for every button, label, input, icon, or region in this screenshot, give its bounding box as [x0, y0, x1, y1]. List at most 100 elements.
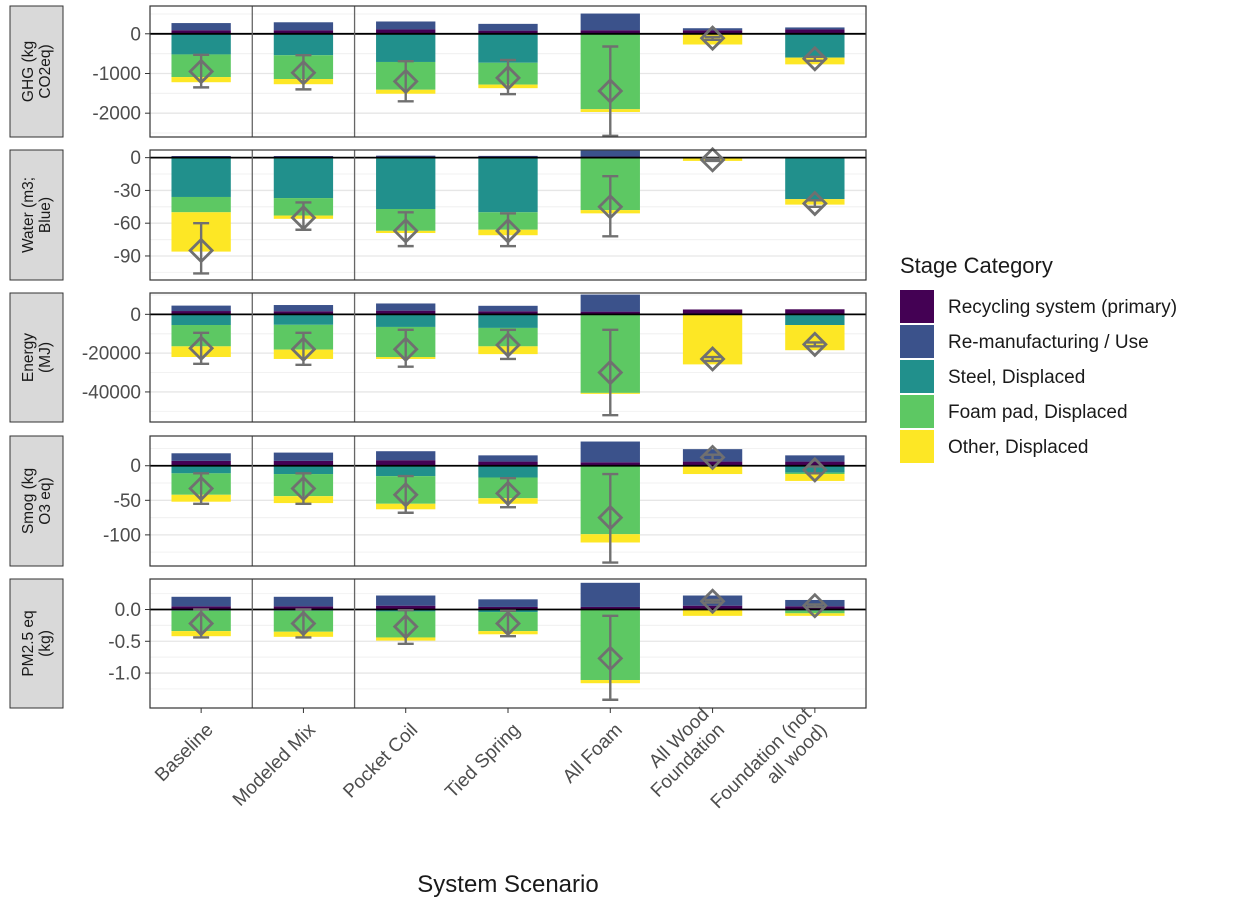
bar-segment — [376, 29, 436, 34]
error-bar — [806, 341, 823, 348]
bar-segment — [171, 30, 231, 34]
bar-segment — [478, 455, 538, 462]
bar-segment — [376, 157, 436, 209]
bar-segment — [785, 33, 845, 58]
bar-segment — [682, 30, 743, 34]
y-tick-label: -20000 — [82, 344, 141, 365]
bar-segment — [376, 310, 436, 315]
bar-segment — [376, 155, 436, 157]
x-tick-label: Modeled Mix — [229, 719, 320, 810]
bar-segment — [171, 23, 231, 31]
bar-segment — [478, 33, 538, 63]
net-point — [699, 25, 726, 52]
error-bar — [704, 598, 721, 604]
legend-label: Steel, Displaced — [948, 367, 1085, 388]
bar-segment — [478, 157, 538, 213]
error-bar — [602, 175, 619, 238]
panel: Smog (kgO3 eq) 0 -50 -100 — [9, 435, 867, 567]
bar-segment — [273, 30, 334, 34]
bar-segment — [785, 29, 845, 34]
bar-segment — [273, 33, 334, 56]
legend-title: Stage Category — [900, 253, 1053, 278]
net-point — [495, 480, 521, 507]
facet-strip — [9, 578, 64, 709]
bar-segment — [682, 461, 743, 466]
net-point — [699, 444, 726, 471]
net-point — [699, 345, 726, 372]
y-tick-label: -100 — [103, 525, 141, 546]
panel: Water (m3;Blue) 0 -30 -60 -90 — [9, 146, 867, 281]
error-bar — [806, 55, 823, 62]
error-bar — [602, 614, 619, 701]
bar-segment — [376, 303, 436, 311]
legend-label: Re-manufacturing / Use — [948, 332, 1149, 353]
net-point — [188, 237, 215, 264]
error-bar — [704, 157, 721, 163]
bar-segment — [478, 23, 538, 31]
facet-strip — [9, 435, 64, 567]
panel-border — [149, 149, 867, 281]
y-tick-label: -60 — [114, 214, 141, 235]
net-point — [495, 217, 521, 244]
x-tick-label: All WoodFoundation — [631, 704, 729, 802]
net-point — [392, 336, 419, 363]
bar-segment — [171, 460, 231, 466]
bar-segment — [171, 311, 231, 315]
error-bar — [193, 221, 210, 275]
facet-strip — [9, 149, 64, 281]
net-point — [801, 331, 828, 358]
net-point — [495, 64, 521, 91]
bar-segment — [785, 461, 845, 466]
y-tick-label: -0.5 — [108, 632, 141, 653]
bar-segment — [273, 157, 334, 199]
bar-segment — [478, 314, 538, 328]
bar-segment — [580, 311, 640, 315]
facet-strip-label: Smog (kgO3 eq) — [20, 468, 54, 534]
net-point — [495, 610, 521, 637]
net-point — [597, 77, 624, 104]
x-axis-title: System Scenario — [417, 871, 598, 897]
bar-segment — [376, 595, 436, 606]
legend-label: Foam pad, Displaced — [948, 402, 1128, 423]
bar-segment — [785, 610, 845, 614]
bar-segment — [273, 311, 334, 315]
bar-segment — [273, 22, 334, 31]
y-tick-label: -1.0 — [108, 664, 141, 685]
net-point — [597, 359, 624, 386]
legend-swatch — [900, 395, 934, 428]
panel: Energy(MJ) 0 -20000 -40000 — [9, 292, 867, 423]
bar-segment — [580, 13, 640, 31]
bar-segment — [580, 582, 640, 607]
y-tick-label: -40000 — [82, 382, 141, 403]
x-tick-label: Baseline — [151, 720, 217, 786]
y-tick-label: -2000 — [92, 104, 141, 125]
bar-segment — [376, 451, 436, 461]
bar-segment — [171, 305, 231, 312]
bar-segment — [171, 453, 231, 461]
facet-strip-label: Energy(MJ) — [20, 333, 54, 382]
facet-strip — [9, 5, 64, 138]
net-point — [392, 481, 419, 508]
x-tick-label: Pocket Coil — [339, 720, 422, 803]
bar-segment — [171, 157, 231, 197]
legend-label: Recycling system (primary) — [948, 297, 1177, 318]
x-axis: Baseline Modeled Mix Pocket Coil Tied Sprin… — [151, 704, 831, 813]
bar-segment — [376, 465, 436, 477]
error-bar — [704, 355, 721, 363]
legend-swatch — [900, 360, 934, 393]
bar-segment — [682, 309, 743, 315]
bar-segment — [171, 596, 231, 607]
error-bar — [397, 59, 414, 103]
net-point — [392, 217, 419, 244]
net-point — [290, 59, 317, 86]
panel: PM2.5 eq(kg) 0.0 -0.5 -1.0 — [9, 578, 867, 709]
bar-segment — [478, 461, 538, 466]
error-bar — [602, 472, 619, 564]
bar-segment — [580, 150, 640, 157]
net-point — [801, 592, 828, 619]
panel-border — [149, 435, 867, 567]
bar-segment — [273, 460, 334, 466]
legend-label: Other, Displaced — [948, 437, 1088, 458]
